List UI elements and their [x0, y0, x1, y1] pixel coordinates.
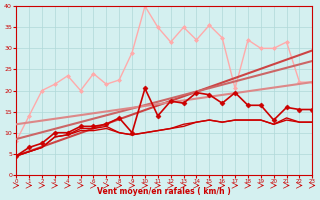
X-axis label: Vent moyen/en rafales ( km/h ): Vent moyen/en rafales ( km/h ): [97, 187, 231, 196]
